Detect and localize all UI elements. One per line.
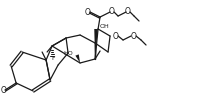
Text: O: O <box>113 32 119 40</box>
Text: HO: HO <box>63 51 73 56</box>
Text: O: O <box>0 87 6 95</box>
Polygon shape <box>75 54 80 63</box>
Text: O: O <box>131 32 137 40</box>
Text: O: O <box>125 6 131 16</box>
Text: O: O <box>84 8 90 17</box>
Text: F: F <box>51 56 55 61</box>
Text: OH: OH <box>100 24 110 29</box>
Text: O: O <box>109 6 115 16</box>
Polygon shape <box>94 29 98 59</box>
